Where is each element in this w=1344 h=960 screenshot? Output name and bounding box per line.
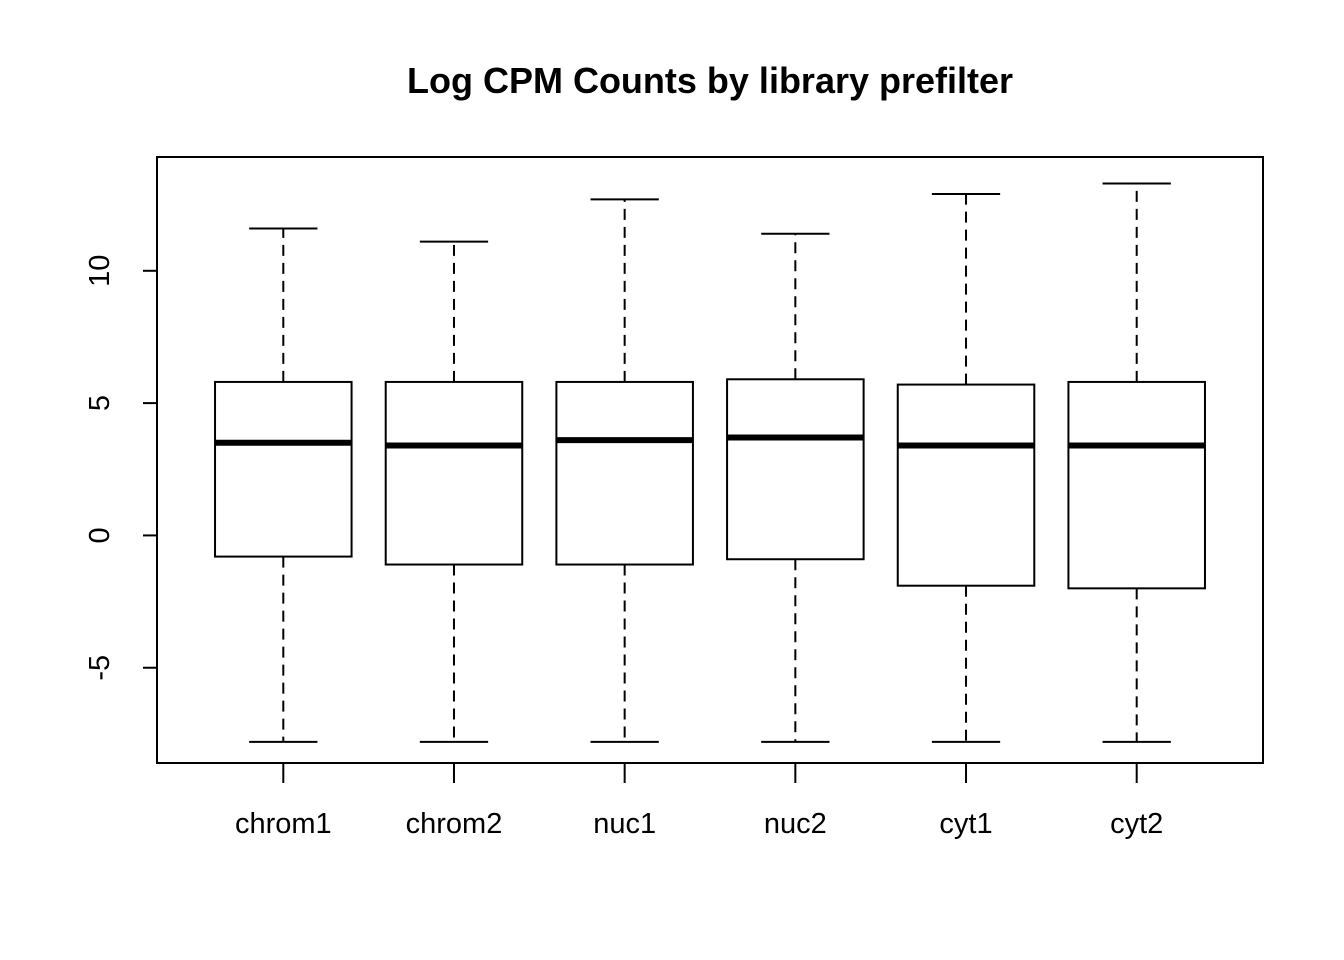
x-tick-label: nuc2 — [764, 808, 827, 840]
x-tick-label: chrom2 — [406, 808, 503, 840]
box-chrom1 — [214, 227, 353, 743]
iqr-box — [555, 380, 694, 566]
iqr-box — [1067, 380, 1206, 590]
y-tick-label: 10 — [84, 255, 116, 287]
x-tick-label: chrom1 — [235, 808, 332, 840]
box-nuc1 — [555, 198, 694, 743]
boxes-group — [214, 182, 1206, 743]
box-nuc2 — [726, 232, 865, 743]
chart-title: Log CPM Counts by library prefilter — [407, 60, 1013, 101]
iqr-box — [214, 380, 353, 558]
iqr-box — [896, 383, 1036, 587]
iqr-box — [384, 380, 524, 566]
y-axis: -5 0 5 10 — [84, 255, 157, 681]
y-tick-label: 5 — [84, 395, 116, 411]
box-cyt2 — [1067, 182, 1206, 743]
x-tick-label: nuc1 — [593, 808, 656, 840]
x-axis: chrom1 chrom2 nuc1 nuc2 cyt1 cyt2 — [235, 763, 1163, 840]
iqr-box — [726, 378, 865, 561]
box-chrom2 — [384, 240, 524, 743]
box-cyt1 — [896, 193, 1036, 743]
y-tick-label: -5 — [84, 655, 116, 681]
x-tick-label: cyt1 — [939, 808, 992, 840]
x-tick-label: cyt2 — [1110, 808, 1163, 840]
y-tick-label: 0 — [84, 527, 116, 543]
plot-frame — [156, 156, 1264, 764]
